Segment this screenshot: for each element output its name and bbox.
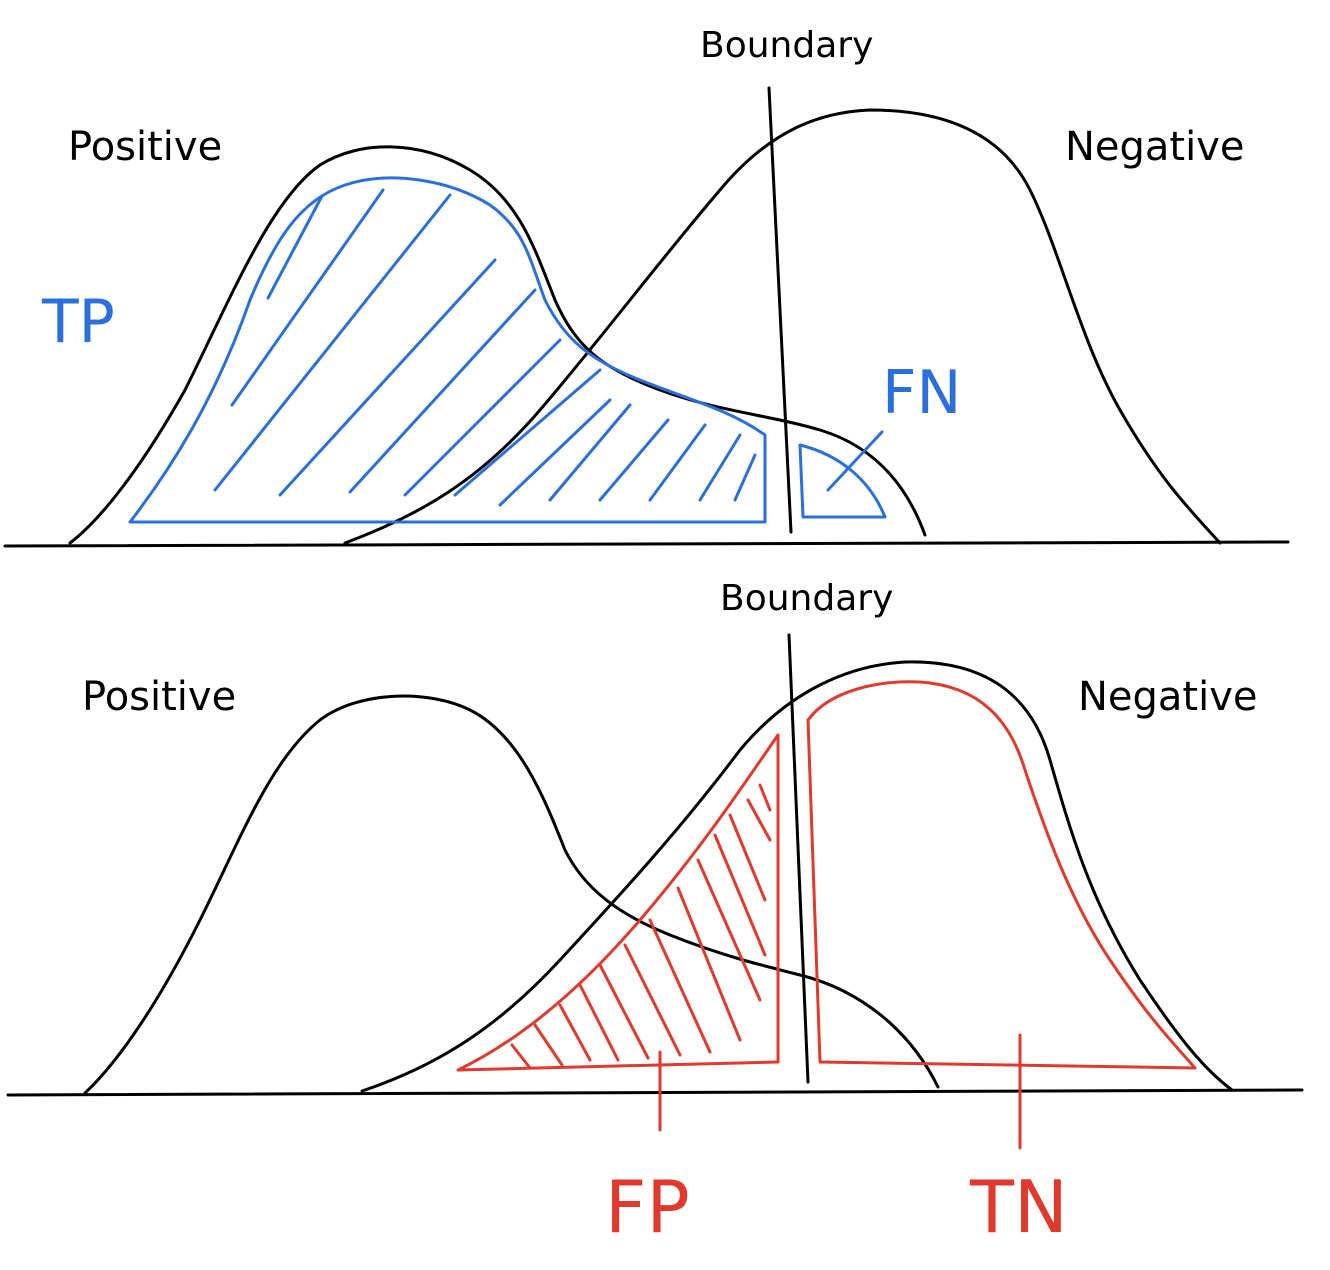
top-tp-label: TP <box>41 287 115 357</box>
bottom-tn-label: TN <box>969 1165 1068 1249</box>
bottom-fp-hatching <box>510 783 772 1070</box>
bottom-positive-label: Positive <box>82 674 236 720</box>
bottom-fp-label: FP <box>605 1165 690 1249</box>
bottom-fp-region <box>456 733 780 1072</box>
bottom-positive-curve <box>83 694 940 1095</box>
top-panel: Boundary Positive Negative TP FN <box>3 25 1290 548</box>
top-positive-label: Positive <box>68 124 222 170</box>
top-tp-region <box>128 176 767 524</box>
top-x-axis <box>3 540 1290 548</box>
top-fn-pointer <box>826 430 884 492</box>
top-negative-curve <box>343 108 1222 545</box>
bottom-negative-label: Negative <box>1078 674 1258 720</box>
top-fn-label: FN <box>882 358 961 428</box>
top-boundary-line <box>767 86 793 534</box>
bottom-boundary-label: Boundary <box>720 578 893 619</box>
bottom-negative-curve <box>360 660 1234 1093</box>
top-tp-hatching <box>213 188 757 507</box>
top-positive-curve <box>68 145 927 545</box>
bottom-boundary-line <box>787 633 810 1084</box>
bottom-x-axis <box>6 1088 1304 1097</box>
top-negative-label: Negative <box>1065 124 1245 170</box>
top-boundary-label: Boundary <box>700 25 873 66</box>
bottom-tn-region <box>806 680 1197 1070</box>
bottom-panel: Boundary Positive Negative FP TN <box>6 578 1304 1249</box>
top-fn-region <box>798 443 887 519</box>
